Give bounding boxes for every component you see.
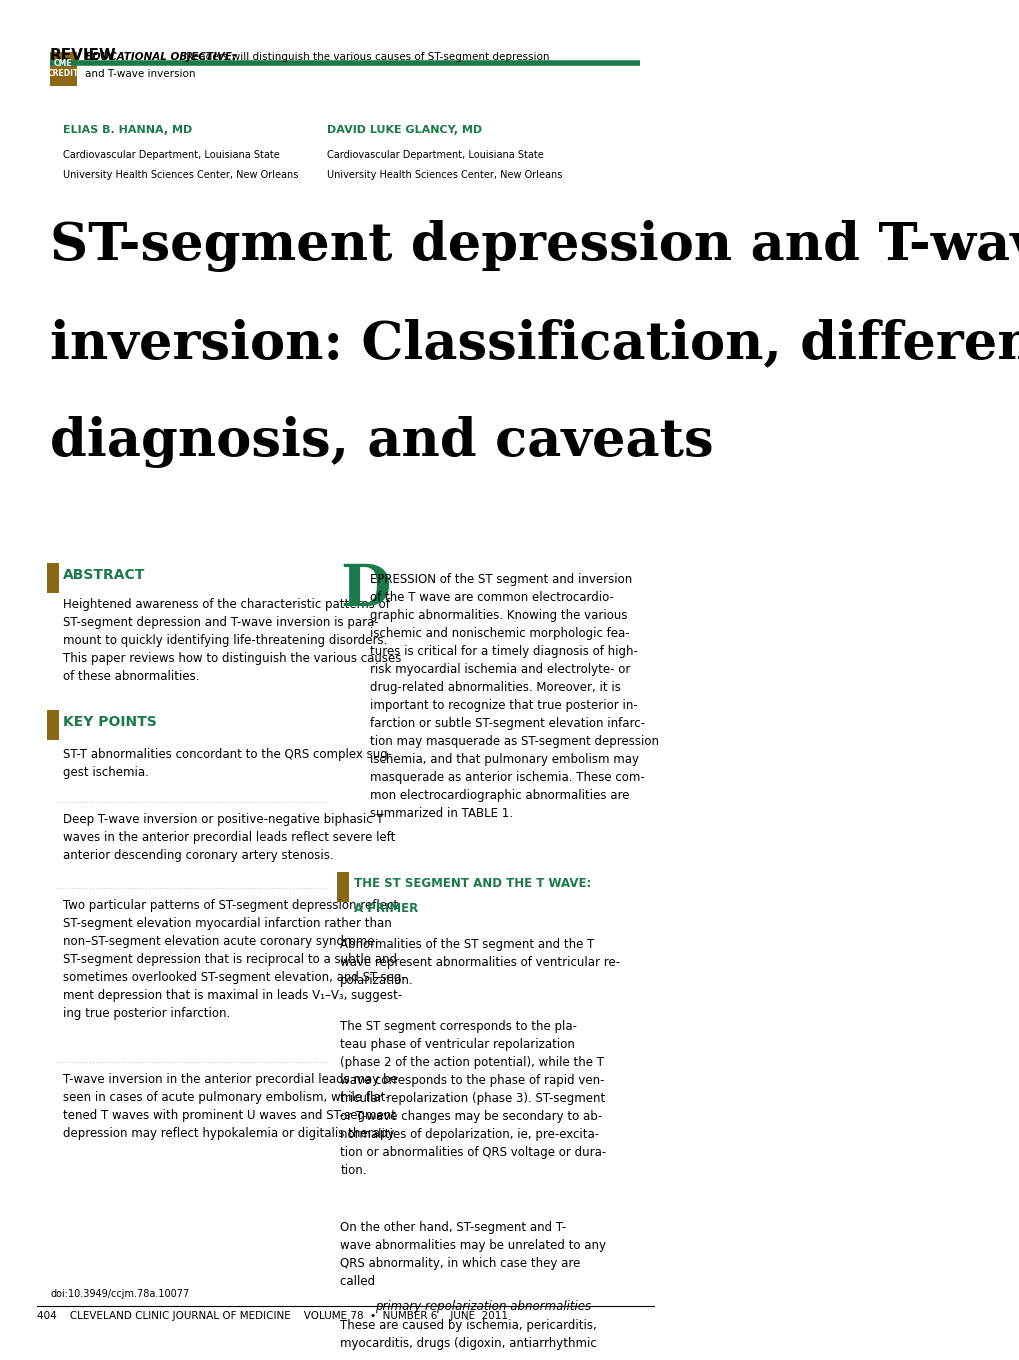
Text: DAVID LUKE GLANCY, MD: DAVID LUKE GLANCY, MD: [326, 125, 482, 135]
Text: THE ST SEGMENT AND THE T WAVE:: THE ST SEGMENT AND THE T WAVE:: [354, 877, 590, 891]
Text: EPRESSION of the ST segment and inversion
of the T wave are common electrocardio: EPRESSION of the ST segment and inversio…: [370, 573, 658, 820]
Text: REVIEW: REVIEW: [50, 48, 116, 63]
FancyBboxPatch shape: [336, 872, 348, 902]
Text: A PRIMER: A PRIMER: [354, 902, 418, 915]
Text: Abnormalities of the ST segment and the T
wave represent abnormalities of ventri: Abnormalities of the ST segment and the …: [340, 938, 620, 987]
Text: 404    CLEVELAND CLINIC JOURNAL OF MEDICINE    VOLUME 78  •  NUMBER 6    JUNE  2: 404 CLEVELAND CLINIC JOURNAL OF MEDICINE…: [37, 1311, 507, 1321]
Text: Readers will distinguish the various causes of ST-segment depression: Readers will distinguish the various cau…: [183, 52, 549, 61]
Text: inversion: Classification, differential: inversion: Classification, differential: [50, 318, 1019, 369]
Text: diagnosis, and caveats: diagnosis, and caveats: [50, 416, 713, 468]
Text: Deep T-wave inversion or positive-negative biphasic T
waves in the anterior prec: Deep T-wave inversion or positive-negati…: [63, 813, 395, 862]
Text: doi:10.3949/ccjm.78a.10077: doi:10.3949/ccjm.78a.10077: [50, 1289, 190, 1299]
Text: CME
CREDIT: CME CREDIT: [48, 58, 79, 79]
Text: University Health Sciences Center, New Orleans: University Health Sciences Center, New O…: [326, 170, 561, 180]
Text: ST-T abnormalities concordant to the QRS complex sug-
gest ischemia.: ST-T abnormalities concordant to the QRS…: [63, 748, 392, 779]
Text: primary repolarization abnormalities: primary repolarization abnormalities: [375, 1300, 590, 1314]
Text: .: .: [518, 1300, 522, 1314]
Text: The ST segment corresponds to the pla-
teau phase of ventricular repolarization
: The ST segment corresponds to the pla- t…: [340, 1020, 606, 1176]
Text: T-wave inversion in the anterior precordial leads may be
seen in cases of acute : T-wave inversion in the anterior precord…: [63, 1073, 397, 1140]
Text: Cardiovascular Department, Louisiana State: Cardiovascular Department, Louisiana Sta…: [326, 150, 543, 159]
Text: ST-segment depression and T-wave: ST-segment depression and T-wave: [50, 220, 1019, 272]
Text: Two particular patterns of ST-segment depression reflect
ST-segment elevation my: Two particular patterns of ST-segment de…: [63, 899, 406, 1020]
Text: Heightened awareness of the characteristic patterns of
ST-segment depression and: Heightened awareness of the characterist…: [63, 598, 401, 684]
Text: and T-wave inversion: and T-wave inversion: [85, 69, 195, 79]
FancyBboxPatch shape: [47, 710, 59, 740]
Text: University Health Sciences Center, New Orleans: University Health Sciences Center, New O…: [63, 170, 299, 180]
Text: Cardiovascular Department, Louisiana State: Cardiovascular Department, Louisiana Sta…: [63, 150, 280, 159]
Text: On the other hand, ST-segment and T-
wave abnormalities may be unrelated to any
: On the other hand, ST-segment and T- wav…: [340, 1221, 605, 1288]
Text: EDUCATIONAL OBJECTIVE:: EDUCATIONAL OBJECTIVE:: [85, 52, 235, 61]
Text: These are caused by ischemia, pericarditis,
myocarditis, drugs (digoxin, antiarr: These are caused by ischemia, pericardit…: [340, 1319, 596, 1350]
Text: ELIAS B. HANNA, MD: ELIAS B. HANNA, MD: [63, 125, 193, 135]
Text: ABSTRACT: ABSTRACT: [63, 568, 146, 582]
Text: D: D: [340, 562, 390, 617]
FancyBboxPatch shape: [50, 52, 76, 86]
Text: KEY POINTS: KEY POINTS: [63, 715, 157, 729]
FancyBboxPatch shape: [47, 563, 59, 593]
